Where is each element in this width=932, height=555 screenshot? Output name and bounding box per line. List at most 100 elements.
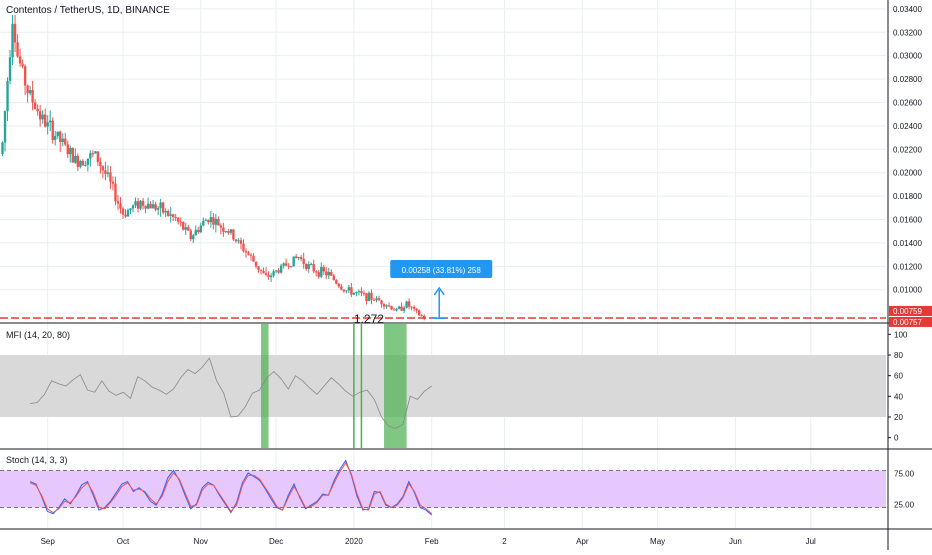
mfi-axis-tick: 100 xyxy=(894,330,908,339)
candle-body xyxy=(352,292,356,295)
last-price-badge: 0.00759 xyxy=(893,307,922,316)
candle-body xyxy=(237,240,240,242)
candle-body xyxy=(377,298,381,301)
candle-body xyxy=(3,111,7,143)
candle-body xyxy=(21,63,24,67)
time-axis-label: 2 xyxy=(502,537,507,546)
price-axis-tick: 0.01400 xyxy=(893,239,922,248)
candle-body xyxy=(43,114,47,127)
candle-body xyxy=(390,306,393,310)
candle-body xyxy=(415,308,418,311)
candle-body xyxy=(154,204,157,210)
candle-body xyxy=(282,263,285,266)
candle-body xyxy=(355,292,358,294)
candle-body xyxy=(23,66,27,86)
candle-body xyxy=(36,108,39,112)
candle-body xyxy=(171,214,175,218)
candle-body xyxy=(146,203,150,209)
candle-body xyxy=(202,220,205,226)
candle-body xyxy=(28,90,32,94)
candle-body xyxy=(222,227,225,232)
last-price-badge-bg xyxy=(889,305,932,316)
candle-body xyxy=(86,158,90,165)
time-axis-label: 2020 xyxy=(345,537,363,546)
candle-body xyxy=(400,306,403,311)
candle-body xyxy=(164,211,167,213)
candle-body xyxy=(149,203,152,209)
candle-body xyxy=(274,270,278,272)
candle-body xyxy=(259,269,263,271)
candle-body xyxy=(31,90,34,103)
candle-body xyxy=(214,218,218,225)
symbol-title[interactable]: Contentos / TetherUS, 1D, BINANCE xyxy=(6,5,170,16)
candle-body xyxy=(372,299,376,301)
price-axis-tick: 0.02000 xyxy=(893,169,922,178)
candle-body xyxy=(375,298,378,301)
mfi-label[interactable]: MFI (14, 20, 80) xyxy=(6,330,71,340)
candle-body xyxy=(106,172,110,174)
candle-body xyxy=(204,220,208,222)
candle-body xyxy=(187,227,190,231)
candle-body xyxy=(294,256,298,259)
candle-body xyxy=(380,300,383,305)
candle-body xyxy=(134,201,137,206)
candle-body xyxy=(69,147,72,155)
candle-body xyxy=(395,308,398,311)
time-axis-label: Jul xyxy=(806,537,816,546)
candle-body xyxy=(129,208,132,211)
candle-body xyxy=(239,240,243,244)
time-axis-label: Nov xyxy=(194,537,208,546)
candle-body xyxy=(402,307,406,311)
candle-body xyxy=(307,264,310,269)
candle-body xyxy=(194,229,197,236)
candle-body xyxy=(229,229,233,233)
candle-body xyxy=(252,255,255,262)
price-axis-tick: 0.02200 xyxy=(893,145,922,154)
candle-body xyxy=(289,266,293,268)
candle-body xyxy=(84,164,87,166)
candle-body xyxy=(99,161,102,167)
candle-body xyxy=(79,160,82,167)
candle-body xyxy=(71,147,74,163)
candle-body xyxy=(61,138,64,142)
time-axis-label: May xyxy=(650,537,665,546)
time-axis-label: Jun xyxy=(729,537,742,546)
time-axis-label: Oct xyxy=(117,537,130,546)
candle-body xyxy=(54,135,57,140)
time-axis-label: Dec xyxy=(269,537,283,546)
candle-body xyxy=(370,292,373,300)
candle-body xyxy=(59,131,62,142)
candle-body xyxy=(330,272,333,276)
candle-body xyxy=(392,309,396,311)
candle-body xyxy=(224,231,228,233)
candle-body xyxy=(139,200,142,209)
candle-body xyxy=(144,205,147,209)
candle-body xyxy=(141,200,145,206)
candle-body xyxy=(124,214,127,217)
candle-body xyxy=(51,120,54,140)
stoch-label[interactable]: Stoch (14, 3, 3) xyxy=(6,455,68,465)
candle-body xyxy=(18,56,22,64)
candle-body xyxy=(322,267,325,272)
candle-body xyxy=(192,235,195,240)
candle-body xyxy=(109,172,112,182)
time-axis-label: Sep xyxy=(41,537,56,546)
candle-body xyxy=(16,42,19,57)
time-axis-label: Apr xyxy=(576,537,589,546)
candle-body xyxy=(342,289,346,292)
candle-body xyxy=(305,264,308,269)
mfi-signal-highlight xyxy=(261,324,269,448)
candle-body xyxy=(179,221,182,223)
candle-body xyxy=(119,203,122,209)
candle-body xyxy=(387,305,391,307)
price-axis-tick: 0.01600 xyxy=(893,216,922,225)
candle-body xyxy=(199,225,202,233)
candle-body xyxy=(272,271,275,276)
candle-body xyxy=(189,230,192,240)
candle-body xyxy=(417,310,421,316)
candle-body xyxy=(360,291,363,294)
candle-body xyxy=(312,264,315,272)
candle-body xyxy=(114,183,117,202)
candle-body xyxy=(362,293,366,295)
